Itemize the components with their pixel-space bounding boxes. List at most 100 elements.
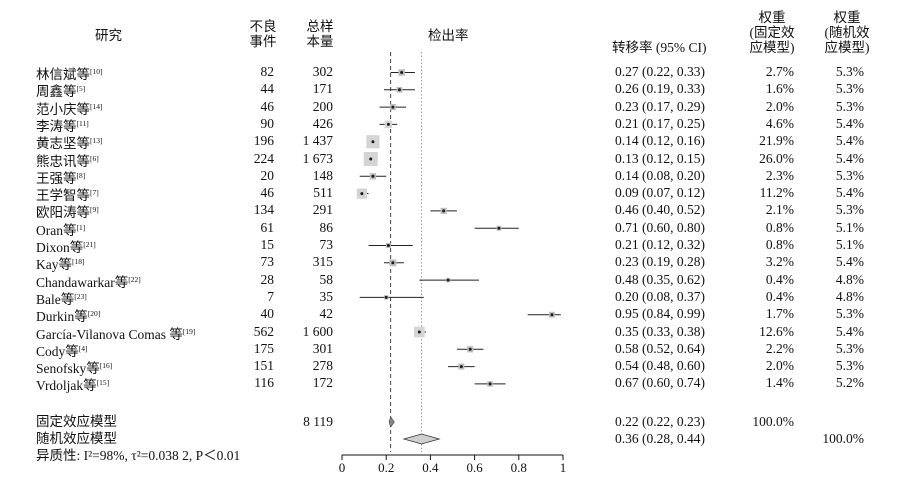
study-reference: [1] [76,222,86,232]
study-ci: 0.71 (0.60, 0.80) [615,219,705,235]
study-events: 7 [267,288,274,304]
random-effect-weight: 100.0% [822,431,864,446]
study-reference: [8] [76,170,86,180]
x-tick-label: 0.2 [378,460,394,475]
study-ci: 0.09 (0.07, 0.12) [615,185,705,201]
study-name: Senofsky等[16] [36,358,112,377]
study-weight-random: 5.1% [835,219,864,235]
point-estimate [459,365,463,369]
study-ci: 0.23 (0.17, 0.29) [615,98,705,114]
study-weight-fixed: 0.4% [765,271,794,287]
study-total: 58 [319,271,334,287]
study-reference: [6] [90,153,99,163]
study-total: 291 [312,202,333,218]
header-total-line2: 本量 [306,34,334,49]
study-events: 46 [260,98,275,114]
header-weight-random: 权重 (随机效 应模型) [820,10,874,55]
study-ci: 0.58 (0.52, 0.64) [615,340,705,356]
point-estimate [371,140,375,144]
study-weight-fixed: 1.6% [765,81,794,97]
study-ci: 0.27 (0.22, 0.33) [615,64,705,79]
point-estimate [442,209,446,213]
study-weight-fixed: 2.1% [765,202,794,218]
header-study: 研究 [95,28,122,43]
study-ci: 0.21 (0.12, 0.32) [615,237,705,252]
x-tick-label: 0 [339,460,346,475]
study-ci: 0.14 (0.12, 0.16) [615,133,705,149]
study-weight-fixed: 2.7% [765,64,794,79]
study-reference: [4] [78,343,88,353]
study-name: 王强等[8] [36,168,85,187]
study-weight-fixed: 1.4% [765,375,794,391]
study-events: 562 [253,323,274,339]
study-reference: [9] [90,205,99,215]
study-ci: 0.20 (0.08, 0.37) [615,288,705,304]
random-effect-label: 随机效应模型 [36,431,117,446]
header-weight-random-line2: (随机效 [824,25,870,40]
study-name-text: Durkin等 [36,309,88,325]
study-ci: 0.26 (0.19, 0.33) [615,81,705,97]
study-name: Oran等[1] [36,220,85,239]
study-ci: 0.95 (0.84, 0.99) [615,306,705,322]
header-total: 总样 本量 [305,19,335,49]
point-estimate [468,347,472,351]
study-reference: [16] [99,361,113,371]
study-total: 86 [319,219,334,235]
study-weight-random: 5.4% [835,133,864,149]
study-weight-fixed: 11.2% [759,185,794,201]
header-weight-fixed-line1: 权重 [758,10,786,25]
random-effect-ci: 0.36 (0.28, 0.44) [615,431,705,446]
study-ci: 0.48 (0.35, 0.62) [615,271,705,287]
study-events: 151 [253,358,274,374]
study-name-text: 熊忠讯等 [36,153,90,169]
study-events: 40 [260,306,275,322]
study-reference: [23] [74,291,87,301]
study-weight-random: 5.2% [835,375,864,391]
study-events: 196 [253,133,274,149]
study-reference: [5] [76,84,86,94]
study-total: 1 437 [302,133,333,149]
study-weight-random: 5.3% [835,340,864,356]
study-events: 82 [260,64,275,79]
study-total: 1 600 [302,323,333,339]
study-name-text: 李涛等 [36,118,77,134]
study-weight-random: 5.4% [835,185,864,201]
study-total: 1 673 [302,150,333,166]
study-name: Durkin等[20] [36,306,100,325]
study-name: Chandawarkar等[22] [36,272,141,291]
study-ci: 0.23 (0.19, 0.28) [615,254,705,270]
fixed-effect-ci: 0.22 (0.22, 0.23) [615,414,705,429]
study-name-text: 林信斌等 [36,67,90,82]
fixed-effect-weight: 100.0% [752,414,794,429]
x-tick-label: 0.6 [466,460,483,475]
study-reference: [14] [90,101,103,111]
point-estimate [386,244,390,247]
point-estimate [417,330,421,334]
study-weight-fixed: 4.6% [765,115,794,131]
study-weight-random: 5.3% [835,98,864,114]
header-weight-random-line1: 权重 [833,10,861,25]
study-weight-fixed: 0.8% [765,219,794,235]
study-name-text: Bale等 [36,291,75,307]
study-name: 李涛等[11] [36,116,89,135]
study-name-text: 黄志坚等 [36,136,90,152]
study-events: 46 [260,185,275,201]
study-total: 511 [313,185,333,201]
header-weight-fixed: 权重 (固定效 应模型) [745,10,799,55]
point-estimate [391,261,395,265]
study-weight-random: 5.4% [835,150,864,166]
point-estimate [386,122,390,126]
study-weight-random: 5.3% [835,358,864,374]
study-weight-fixed: 12.6% [759,323,794,339]
study-events: 15 [260,237,275,252]
study-total: 315 [312,254,333,270]
study-total: 35 [319,288,334,304]
study-reference: [10] [90,67,103,76]
point-estimate [400,71,404,74]
study-weight-random: 4.8% [835,288,864,304]
x-tick-label: 0.8 [511,460,527,475]
fixed-effect-total: 8 119 [303,414,333,429]
study-name: Bale等[23] [36,289,87,308]
study-name: Kay等[18] [36,254,85,273]
study-weight-fixed: 26.0% [759,150,794,166]
